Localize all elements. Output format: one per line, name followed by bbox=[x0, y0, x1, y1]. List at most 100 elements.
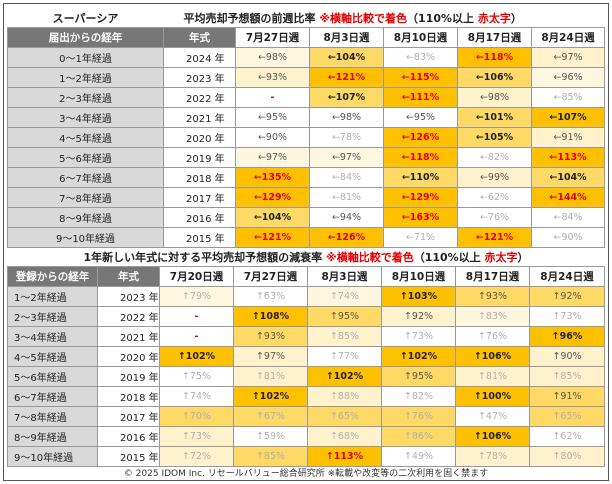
row-year: 2023 年 bbox=[163, 67, 236, 88]
ratio-cell: ←93% bbox=[235, 67, 310, 88]
ratio-cell: ↑85% bbox=[528, 366, 606, 387]
row-year: 2017 年 bbox=[97, 406, 160, 427]
ratio-cell: ↑73% bbox=[528, 306, 606, 327]
ratio-cell: ←76% bbox=[457, 207, 532, 228]
ratio-cell: ↑91% bbox=[528, 386, 606, 407]
table1-title-note2: （110%以上 bbox=[407, 11, 475, 25]
ratio-cell: ↑77% bbox=[307, 346, 382, 367]
ratio-cell: ↑80% bbox=[528, 446, 606, 467]
table1-title-row: スーパーシア 平均売却予想額の前週比率 ※横軸比較で着色（110%以上 赤太字） bbox=[7, 8, 605, 28]
table1-title-main: 平均売却予想額の前週比率 bbox=[183, 11, 316, 25]
table-row: 1～2年経過 2023 年 ↑79% ↑63% ↑74% ↑103% ↑93% ↑92% bbox=[7, 286, 606, 307]
ratio-cell: ↑75% bbox=[159, 366, 234, 387]
row-year: 2015 年 bbox=[163, 227, 236, 248]
ratio-cell: ←115% bbox=[383, 67, 458, 88]
col-header: 届出からの経年 bbox=[7, 27, 164, 48]
ratio-cell: - bbox=[235, 87, 310, 108]
ratio-cell: ↑88% bbox=[307, 386, 382, 407]
row-year: 2022 年 bbox=[163, 87, 236, 108]
table2-title-row: 1年新しい年式に対する平均売却予想額の減衰率 ※横軸比較で着色（110%以上 赤… bbox=[8, 247, 605, 267]
ratio-cell: ↑81% bbox=[455, 366, 530, 387]
ratio-cell: ↑74% bbox=[307, 286, 382, 307]
ratio-cell: ←101% bbox=[457, 107, 532, 128]
table-row: 6～7年経過 2018 年 ↑74% ↑102% ↑88% ↑82% ↑100% ↑91% bbox=[7, 386, 606, 407]
col-header: 7月27日週 bbox=[233, 266, 308, 287]
row-label: 9～10年経過 bbox=[7, 227, 164, 248]
ratio-cell: ↑47% bbox=[455, 406, 530, 427]
table2-title-note3: 赤太字 bbox=[484, 250, 518, 264]
ratio-cell: ←118% bbox=[383, 147, 458, 168]
table-row: 8～9年経過 2016 年 ←104% ←94% ←163% ←76% ←84% bbox=[7, 207, 606, 228]
row-year: 2017 年 bbox=[163, 187, 236, 208]
col-header: 8月24日週 bbox=[530, 27, 606, 48]
col-header: 年式 bbox=[163, 27, 236, 48]
table2-title-main: 1年新しい年式に対する平均売却予想額の減衰率 bbox=[83, 250, 323, 264]
ratio-cell: ↑102% bbox=[233, 386, 308, 407]
ratio-cell: ↑70% bbox=[159, 406, 234, 427]
col-header: 8月24日週 bbox=[528, 266, 606, 287]
table1-title-note4: ） bbox=[510, 11, 522, 25]
ratio-cell: ↑63% bbox=[233, 286, 308, 307]
ratio-cell: ↑67% bbox=[233, 406, 308, 427]
col-header: 8月10日週 bbox=[383, 27, 458, 48]
weekly-ratio-table: スーパーシア 平均売却予想額の前週比率 ※横軸比較で着色（110%以上 赤太字）… bbox=[7, 8, 606, 248]
ratio-cell: ↑73% bbox=[381, 326, 456, 347]
row-label: 5～6年経過 bbox=[7, 366, 98, 387]
table1-title: 平均売却予想額の前週比率 ※横軸比較で着色（110%以上 赤太字） bbox=[164, 8, 605, 28]
ratio-cell: ↑102% bbox=[159, 346, 234, 367]
ratio-cell: ↑95% bbox=[307, 306, 382, 327]
ratio-cell: ←126% bbox=[383, 127, 458, 148]
ratio-cell: ←97% bbox=[235, 147, 310, 168]
ratio-cell: ↑82% bbox=[381, 386, 456, 407]
ratio-cell: ↑92% bbox=[528, 286, 606, 307]
ratio-cell: ↑85% bbox=[233, 446, 308, 467]
row-year: 2016 年 bbox=[163, 207, 236, 228]
table-row: 8～9年経過 2016 年 ↑73% ↑59% ↑68% ↑86% ↑106% ↑62% bbox=[7, 426, 606, 447]
row-label: 7～8年経過 bbox=[7, 406, 98, 427]
col-header: 8月17日週 bbox=[455, 266, 530, 287]
ratio-cell: ↑49% bbox=[381, 446, 456, 467]
ratio-cell: ←135% bbox=[235, 167, 310, 188]
ratio-cell: ↑76% bbox=[455, 326, 530, 347]
row-label: 8～9年経過 bbox=[7, 207, 164, 228]
ratio-cell: ←91% bbox=[530, 127, 606, 148]
table1-header-row: 届出からの経年 年式 7月27日週 8月3日週 8月10日週 8月17日週 8月… bbox=[7, 27, 606, 48]
table2-header-row: 登録からの経年 年式 7月20日週 7月27日週 8月3日週 8月10日週 8月… bbox=[7, 266, 606, 287]
ratio-cell: ←84% bbox=[309, 167, 384, 188]
ratio-cell: - bbox=[159, 306, 234, 327]
table2-title-note1: ※横軸比較で着色 bbox=[326, 250, 414, 264]
ratio-cell: ↑79% bbox=[159, 286, 234, 307]
ratio-cell: ←104% bbox=[309, 47, 384, 68]
ratio-cell: ←83% bbox=[383, 47, 458, 68]
ratio-cell: ←121% bbox=[309, 67, 384, 88]
ratio-cell: ←107% bbox=[530, 107, 606, 128]
row-label: 0～1年経過 bbox=[7, 47, 164, 68]
ratio-cell: ←105% bbox=[457, 127, 532, 148]
copyright-footer: © 2025 IDOM Inc. リセールバリュー総合研究所 ※転載や改変等の二… bbox=[123, 469, 489, 479]
row-year: 2015 年 bbox=[97, 446, 160, 467]
ratio-cell: ←163% bbox=[383, 207, 458, 228]
ratio-cell: ←111% bbox=[383, 87, 458, 108]
col-header: 7月27日週 bbox=[235, 27, 310, 48]
table-row: 0～1年経過 2024 年 ←98% ←104% ←83% ←118% ←97% bbox=[7, 47, 606, 68]
ratio-cell: ←84% bbox=[530, 207, 606, 228]
ratio-cell: ↑74% bbox=[159, 386, 234, 407]
table-row: 5～6年経過 2019 年 ↑75% ↑81% ↑102% ↑95% ↑81% ↑85% bbox=[7, 366, 606, 387]
col-header: 8月3日週 bbox=[309, 27, 384, 48]
ratio-cell: ←97% bbox=[309, 147, 384, 168]
ratio-cell: ↑102% bbox=[381, 346, 456, 367]
ratio-cell: ←98% bbox=[309, 107, 384, 128]
ratio-cell: ↑76% bbox=[381, 406, 456, 427]
row-label: 2～3年経過 bbox=[7, 306, 98, 327]
ratio-cell: ↑86% bbox=[381, 426, 456, 447]
table1-title-note3: 赤太字 bbox=[477, 11, 511, 25]
ratio-cell: ←129% bbox=[235, 187, 310, 208]
row-year: 2019 年 bbox=[163, 147, 236, 168]
table-row: 5～6年経過 2019 年 ←97% ←97% ←118% ←82% ←113% bbox=[7, 147, 606, 168]
col-header: 年式 bbox=[97, 266, 160, 287]
table-row: 2～3年経過 2022 年 - ↑108% ↑95% ↑92% ↑83% ↑73% bbox=[7, 306, 606, 327]
ratio-cell: ↑81% bbox=[233, 366, 308, 387]
row-label: 7～8年経過 bbox=[7, 187, 164, 208]
ratio-cell: ↑106% bbox=[455, 346, 530, 367]
table-row: 1～2年経過 2023 年 ←93% ←121% ←115% ←106% ←96% bbox=[7, 67, 606, 88]
